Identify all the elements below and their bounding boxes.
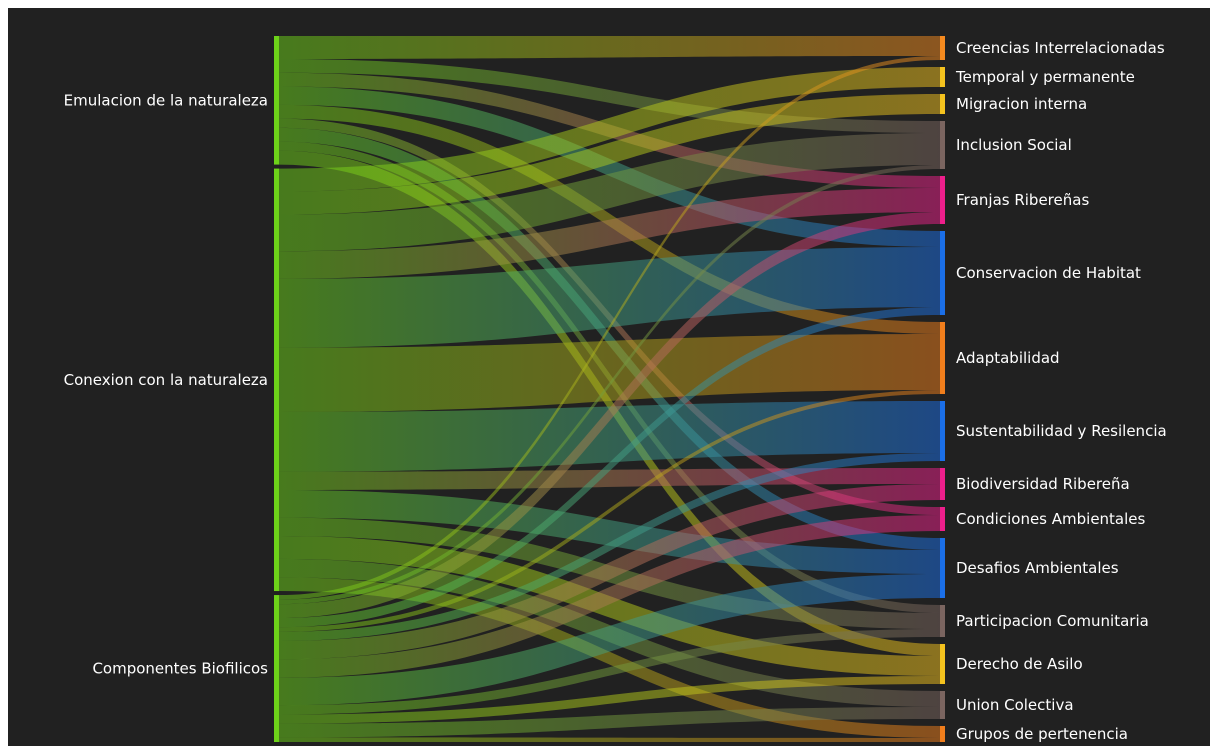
nodes-layer: [274, 36, 945, 742]
target-label-fra: Franjas Ribereñas: [956, 191, 1089, 209]
link-com-to-inc[interactable]: [279, 165, 940, 605]
link-emu-to-der[interactable]: [279, 150, 940, 657]
target-label-bio: Biodiversidad Ribereña: [956, 475, 1130, 493]
target-node-ada[interactable]: [940, 322, 945, 394]
link-con-to-fra[interactable]: [279, 188, 940, 279]
link-com-to-fra[interactable]: [279, 212, 940, 619]
links-layer: [279, 36, 940, 742]
link-con-to-des[interactable]: [279, 490, 940, 574]
target-node-des[interactable]: [940, 538, 945, 598]
link-com-to-par[interactable]: [279, 629, 940, 715]
source-label-com: Componentes Biofilicos: [92, 660, 268, 678]
target-node-par[interactable]: [940, 605, 945, 637]
link-con-to-ada[interactable]: [279, 334, 940, 412]
target-label-sus: Sustentabilidad y Resilencia: [956, 422, 1167, 440]
link-con-to-gru[interactable]: [279, 577, 940, 738]
target-label-inc: Inclusion Social: [956, 136, 1072, 154]
source-label-con: Conexion con la naturaleza: [64, 371, 268, 389]
target-label-cre: Creencias Interrelacionadas: [956, 39, 1165, 57]
link-emu-to-ada[interactable]: [279, 104, 940, 334]
source-node-emu[interactable]: [274, 36, 279, 165]
target-node-mig[interactable]: [940, 94, 945, 114]
sankey-chart: Emulacion de la naturaleza Conexion con l…: [64, 36, 1167, 743]
link-com-to-cons[interactable]: [279, 307, 940, 628]
link-com-to-ada[interactable]: [279, 390, 940, 632]
link-com-to-des[interactable]: [279, 574, 940, 706]
target-label-ada: Adaptabilidad: [956, 349, 1060, 367]
source-node-con[interactable]: [274, 168, 279, 592]
link-emu-to-cons[interactable]: [279, 86, 940, 248]
target-node-inc[interactable]: [940, 121, 945, 169]
target-label-des: Desafios Ambientales: [956, 559, 1119, 577]
link-com-to-sus[interactable]: [279, 453, 940, 641]
target-node-gru[interactable]: [940, 726, 945, 742]
link-con-to-bio[interactable]: [279, 468, 940, 491]
link-con-to-mig[interactable]: [279, 94, 940, 215]
target-node-bio[interactable]: [940, 468, 945, 500]
sankey-chart-frame: Emulacion de la naturaleza Conexion con l…: [8, 8, 1210, 746]
target-label-tem: Temporal y permanente: [955, 68, 1135, 86]
target-label-par: Participacion Comunitaria: [956, 612, 1149, 630]
target-node-tem[interactable]: [940, 67, 945, 87]
link-emu-to-cre[interactable]: [279, 36, 940, 59]
target-node-cons[interactable]: [940, 231, 945, 315]
link-com-to-cond[interactable]: [279, 515, 940, 678]
source-label-emu: Emulacion de la naturaleza: [64, 91, 268, 109]
target-label-uni: Union Colectiva: [956, 696, 1074, 714]
link-com-to-der[interactable]: [279, 676, 940, 724]
target-label-der: Derecho de Asilo: [956, 655, 1083, 673]
link-com-to-uni[interactable]: [279, 707, 940, 738]
link-con-to-cons[interactable]: [279, 247, 940, 348]
target-node-der[interactable]: [940, 644, 945, 684]
target-label-gru: Grupos de pertenencia: [956, 725, 1128, 743]
target-label-mig: Migracion interna: [956, 95, 1087, 113]
link-com-to-cre[interactable]: [279, 56, 940, 600]
target-node-sus[interactable]: [940, 401, 945, 461]
link-con-to-inc[interactable]: [279, 133, 940, 252]
link-com-to-gru[interactable]: [279, 737, 940, 742]
target-node-cond[interactable]: [940, 507, 945, 531]
target-node-fra[interactable]: [940, 176, 945, 224]
labels-layer: Emulacion de la naturaleza Conexion con l…: [64, 39, 1167, 743]
link-emu-to-des[interactable]: [279, 127, 940, 550]
target-node-cre[interactable]: [940, 36, 945, 60]
target-label-cond: Condiciones Ambientales: [956, 510, 1146, 528]
link-com-to-bio[interactable]: [279, 484, 940, 660]
target-label-cons: Conservacion de Habitat: [956, 264, 1141, 282]
source-node-com[interactable]: [274, 595, 279, 742]
target-node-uni[interactable]: [940, 691, 945, 719]
link-con-to-tem[interactable]: [279, 67, 940, 192]
